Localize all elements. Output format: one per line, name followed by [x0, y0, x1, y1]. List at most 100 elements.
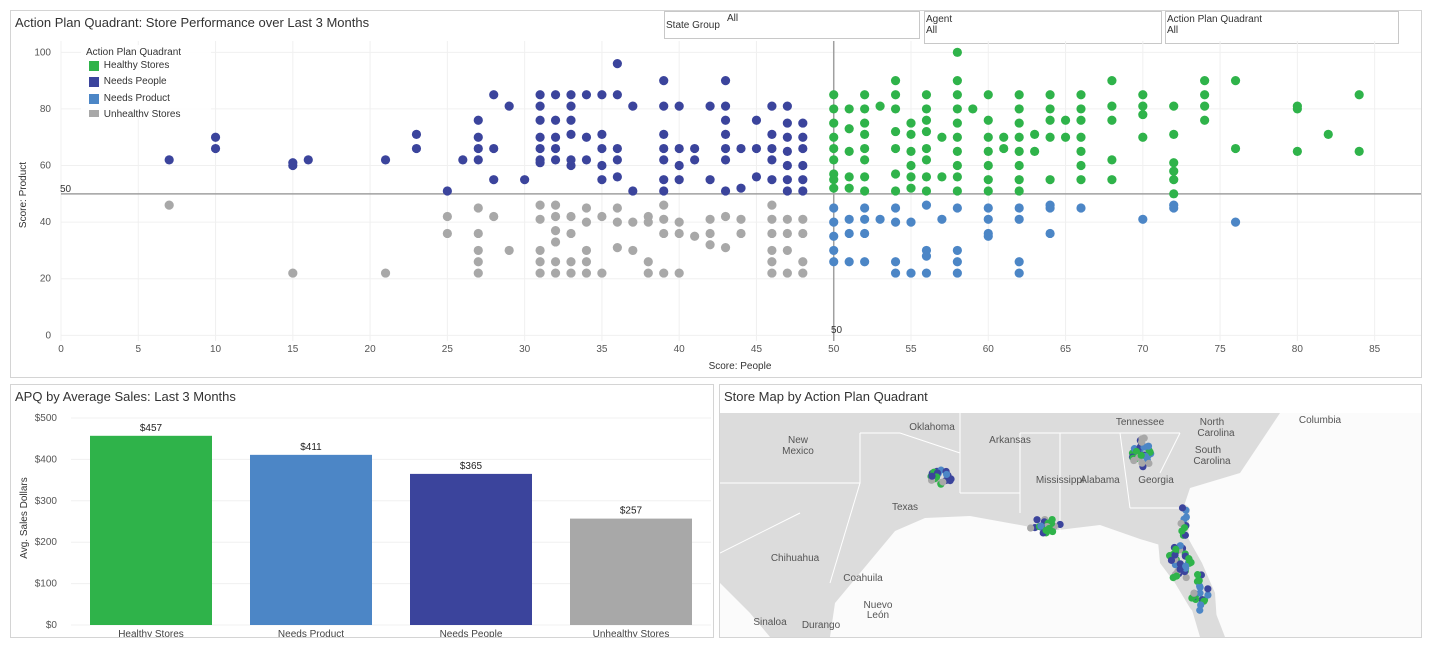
point-needs-product[interactable]: [844, 257, 854, 267]
point-healthy-stores[interactable]: [1076, 115, 1086, 125]
point-healthy-stores[interactable]: [890, 126, 901, 137]
map-store-dot[interactable]: [1137, 451, 1145, 459]
point-needs-product[interactable]: [952, 257, 962, 267]
point-healthy-stores[interactable]: [1014, 160, 1024, 171]
point-needs-people[interactable]: [550, 115, 561, 125]
map-store-dot[interactable]: [1172, 572, 1181, 580]
point-unhealthy-stores[interactable]: [597, 268, 607, 278]
point-healthy-stores[interactable]: [1169, 166, 1179, 176]
point-unhealthy-stores[interactable]: [473, 203, 483, 213]
point-needs-product[interactable]: [890, 257, 901, 267]
map-store-dot[interactable]: [942, 470, 951, 479]
point-needs-people[interactable]: [442, 186, 452, 196]
point-healthy-stores[interactable]: [1076, 160, 1086, 171]
point-needs-people[interactable]: [535, 132, 545, 142]
point-healthy-stores[interactable]: [999, 143, 1009, 154]
map-store-dot[interactable]: [946, 477, 954, 485]
point-needs-people[interactable]: [782, 175, 792, 185]
point-needs-product[interactable]: [829, 245, 839, 256]
point-healthy-stores[interactable]: [890, 76, 901, 86]
point-needs-people[interactable]: [597, 90, 607, 100]
point-healthy-stores[interactable]: [860, 186, 870, 196]
point-unhealthy-stores[interactable]: [782, 228, 792, 239]
point-needs-people[interactable]: [612, 90, 622, 100]
point-unhealthy-stores[interactable]: [628, 217, 638, 227]
point-healthy-stores[interactable]: [921, 90, 932, 100]
point-unhealthy-stores[interactable]: [767, 200, 777, 210]
point-unhealthy-stores[interactable]: [581, 203, 592, 213]
point-needs-people[interactable]: [535, 101, 545, 111]
point-needs-people[interactable]: [720, 76, 731, 86]
point-healthy-stores[interactable]: [983, 175, 993, 185]
agent-filter-value[interactable]: All: [926, 25, 938, 36]
point-healthy-stores[interactable]: [1138, 132, 1148, 142]
point-unhealthy-stores[interactable]: [798, 214, 808, 224]
point-needs-people[interactable]: [705, 101, 715, 111]
map-store-dot[interactable]: [1027, 524, 1035, 532]
point-unhealthy-stores[interactable]: [767, 214, 777, 224]
point-needs-product[interactable]: [1076, 203, 1086, 213]
point-healthy-stores[interactable]: [952, 146, 962, 156]
point-healthy-stores[interactable]: [1138, 90, 1148, 100]
point-healthy-stores[interactable]: [921, 172, 932, 182]
point-needs-product[interactable]: [983, 231, 993, 241]
point-healthy-stores[interactable]: [1060, 115, 1071, 125]
point-needs-people[interactable]: [303, 155, 313, 165]
point-healthy-stores[interactable]: [952, 186, 962, 196]
point-needs-people[interactable]: [798, 186, 808, 196]
map-store-dot[interactable]: [1176, 565, 1184, 573]
point-needs-product[interactable]: [844, 214, 854, 224]
point-healthy-stores[interactable]: [937, 132, 947, 142]
map-store-dot[interactable]: [1182, 562, 1190, 570]
point-healthy-stores[interactable]: [921, 143, 932, 154]
point-needs-people[interactable]: [720, 143, 731, 154]
point-needs-product[interactable]: [1230, 217, 1241, 227]
point-healthy-stores[interactable]: [1200, 76, 1210, 86]
point-unhealthy-stores[interactable]: [566, 257, 576, 267]
point-unhealthy-stores[interactable]: [489, 211, 499, 222]
point-healthy-stores[interactable]: [860, 129, 870, 139]
point-unhealthy-stores[interactable]: [535, 245, 545, 256]
point-needs-people[interactable]: [411, 129, 422, 139]
point-healthy-stores[interactable]: [1045, 175, 1055, 185]
point-needs-people[interactable]: [798, 118, 808, 128]
point-healthy-stores[interactable]: [1045, 104, 1055, 114]
point-needs-people[interactable]: [720, 101, 731, 111]
point-healthy-stores[interactable]: [1076, 104, 1086, 114]
point-healthy-stores[interactable]: [890, 169, 901, 179]
map-store-dot[interactable]: [1197, 601, 1205, 609]
point-unhealthy-stores[interactable]: [705, 214, 715, 224]
point-healthy-stores[interactable]: [1107, 76, 1117, 86]
point-needs-people[interactable]: [612, 155, 622, 165]
point-healthy-stores[interactable]: [875, 101, 885, 111]
map-store-dot[interactable]: [1196, 583, 1204, 591]
point-healthy-stores[interactable]: [1354, 146, 1364, 156]
point-unhealthy-stores[interactable]: [473, 245, 483, 256]
point-needs-people[interactable]: [782, 186, 792, 196]
point-healthy-stores[interactable]: [1323, 129, 1333, 139]
point-unhealthy-stores[interactable]: [659, 268, 669, 278]
point-healthy-stores[interactable]: [1030, 146, 1040, 156]
point-needs-product[interactable]: [1014, 214, 1024, 224]
point-healthy-stores[interactable]: [844, 104, 854, 114]
point-healthy-stores[interactable]: [844, 124, 854, 134]
point-unhealthy-stores[interactable]: [798, 257, 808, 267]
point-needs-people[interactable]: [782, 146, 792, 156]
point-needs-people[interactable]: [659, 186, 669, 196]
map-store-dot[interactable]: [1037, 522, 1045, 530]
point-needs-people[interactable]: [659, 175, 669, 185]
point-unhealthy-stores[interactable]: [597, 211, 607, 222]
point-unhealthy-stores[interactable]: [504, 245, 514, 256]
point-healthy-stores[interactable]: [1060, 132, 1071, 142]
point-healthy-stores[interactable]: [1045, 115, 1055, 125]
point-healthy-stores[interactable]: [999, 132, 1009, 142]
point-unhealthy-stores[interactable]: [782, 214, 792, 224]
point-needs-people[interactable]: [767, 143, 777, 154]
point-healthy-stores[interactable]: [906, 118, 916, 128]
map-store-dot[interactable]: [1045, 524, 1053, 533]
point-unhealthy-stores[interactable]: [612, 203, 622, 213]
map-store-dot[interactable]: [1195, 577, 1203, 585]
point-needs-product[interactable]: [1169, 203, 1179, 213]
point-healthy-stores[interactable]: [1030, 129, 1040, 139]
bar-healthy-stores[interactable]: [90, 435, 212, 625]
